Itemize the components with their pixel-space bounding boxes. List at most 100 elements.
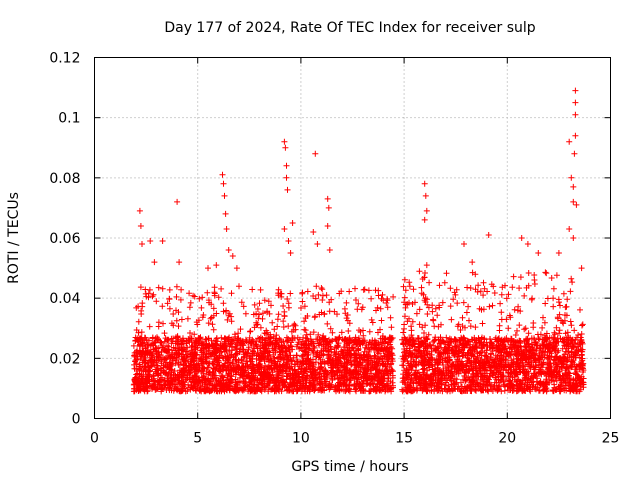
roti-point: [555, 355, 562, 362]
roti-point: [546, 353, 553, 360]
roti-point: [368, 295, 375, 302]
roti-point: [261, 348, 268, 355]
roti-point: [562, 304, 569, 311]
roti-point: [385, 340, 392, 346]
roti-point: [187, 299, 194, 306]
roti-point: [374, 349, 381, 356]
roti-point: [496, 383, 503, 390]
roti-point: [455, 350, 462, 357]
roti-point: [256, 311, 263, 318]
roti-point: [366, 328, 373, 335]
roti-point: [301, 303, 308, 310]
roti-point: [198, 356, 205, 363]
roti-point: [360, 332, 367, 339]
roti-point: [177, 296, 184, 303]
roti-point: [168, 369, 175, 376]
roti-point-outlier: [570, 235, 577, 241]
roti-point: [277, 357, 284, 363]
roti-point: [141, 383, 148, 390]
roti-point: [132, 337, 139, 344]
roti-point: [406, 279, 413, 286]
roti-point: [472, 286, 479, 293]
roti-point: [155, 371, 162, 377]
roti-point: [259, 342, 266, 349]
roti-point: [183, 362, 190, 369]
roti-point: [317, 381, 324, 388]
roti-point: [178, 338, 185, 345]
roti-point: [524, 361, 531, 368]
roti-point: [187, 330, 193, 336]
roti-point: [228, 313, 235, 320]
roti-point: [346, 320, 353, 327]
roti-point: [139, 300, 146, 307]
roti-point: [166, 295, 173, 302]
roti-point: [199, 379, 206, 386]
roti-point: [335, 335, 342, 342]
roti-point: [310, 329, 317, 336]
roti-point: [206, 378, 213, 385]
roti-point: [212, 341, 219, 348]
roti-point: [256, 300, 263, 307]
roti-point: [343, 376, 350, 383]
roti-point: [500, 364, 507, 371]
roti-point: [368, 316, 375, 323]
roti-point: [461, 373, 468, 380]
roti-point: [535, 355, 542, 362]
roti-point: [496, 327, 503, 334]
roti-point: [186, 370, 193, 377]
roti-point: [514, 371, 521, 378]
roti-point: [210, 326, 217, 333]
roti-point: [313, 283, 320, 290]
roti-point: [572, 377, 579, 384]
roti-point: [159, 344, 166, 351]
roti-point-outlier: [572, 132, 579, 139]
roti-point: [175, 378, 182, 384]
roti-point: [574, 363, 581, 370]
roti-point: [313, 359, 319, 366]
roti-point: [533, 347, 540, 354]
roti-point-outlier: [572, 99, 579, 106]
roti-point: [561, 317, 568, 324]
roti-point: [329, 329, 336, 336]
roti-point: [462, 377, 469, 384]
roti-point: [232, 346, 239, 353]
roti-point: [568, 364, 575, 371]
roti-point: [524, 381, 531, 388]
roti-point: [436, 340, 443, 347]
roti-point: [430, 317, 437, 324]
roti-point: [145, 372, 152, 379]
roti-point: [464, 284, 471, 291]
roti-point: [373, 387, 380, 394]
roti-point: [236, 283, 242, 290]
roti-point: [211, 387, 218, 394]
roti-point: [474, 354, 481, 361]
roti-point-outlier: [422, 192, 429, 199]
roti-point: [429, 302, 436, 309]
roti-point: [245, 339, 251, 346]
roti-point: [467, 323, 474, 330]
roti-point: [447, 285, 454, 292]
roti-point: [568, 343, 575, 350]
roti-point: [155, 378, 161, 385]
roti-point: [369, 319, 376, 326]
roti-point-outlier: [205, 265, 211, 272]
roti-point: [487, 383, 494, 390]
roti-point: [439, 299, 446, 306]
roti-point: [213, 335, 220, 342]
roti-point: [383, 367, 390, 374]
roti-point-outlier: [535, 250, 542, 256]
roti-point: [202, 336, 209, 342]
roti-point: [554, 335, 561, 342]
roti-point: [161, 382, 168, 389]
roti-point: [571, 383, 578, 390]
roti-point: [324, 320, 331, 327]
roti-point: [446, 356, 453, 363]
roti-point: [200, 370, 207, 377]
roti-point: [465, 303, 472, 310]
roti-point: [166, 305, 173, 312]
roti-point: [388, 344, 395, 351]
roti-point: [403, 374, 410, 381]
roti-point: [541, 386, 548, 392]
roti-point: [263, 345, 270, 352]
roti-point: [478, 336, 485, 343]
